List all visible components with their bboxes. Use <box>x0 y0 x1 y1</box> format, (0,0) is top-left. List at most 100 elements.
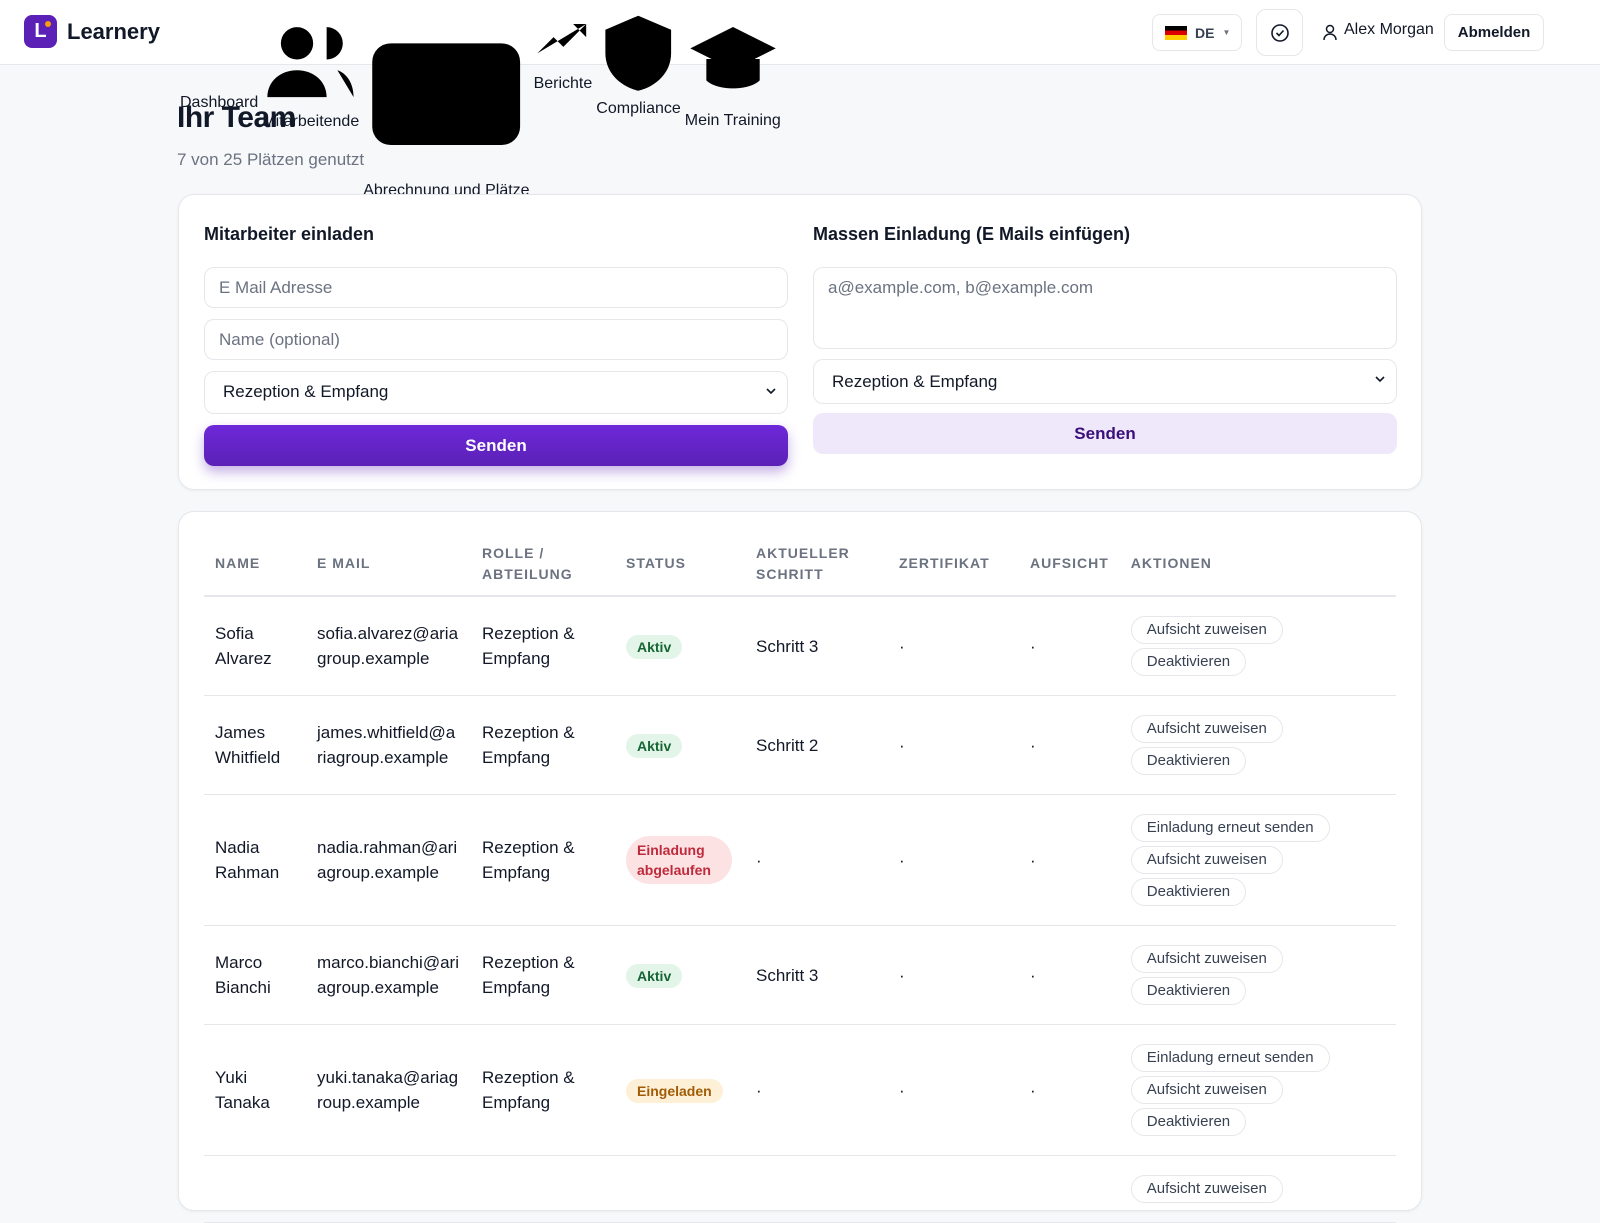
action-button[interactable]: Deaktivieren <box>1130 878 1247 906</box>
cell-role: Rezeption & Empfang <box>471 695 615 795</box>
team-table: NAME E MAIL ROLLE / ABTEILUNG STATUS AKTUELL… <box>204 532 1396 1223</box>
action-button[interactable]: Aufsicht zuweisen <box>1130 1076 1283 1104</box>
action-button[interactable]: Aufsicht zuweisen <box>1130 616 1283 644</box>
nav-item[interactable]: Compliance <box>596 11 681 200</box>
column-header: NAME <box>204 532 306 597</box>
nav-label: Compliance <box>596 100 681 118</box>
action-button[interactable]: Einladung erneut senden <box>1130 1044 1330 1072</box>
column-header: E MAIL <box>306 532 471 597</box>
cell-name: James Whitfield <box>204 695 306 795</box>
table-row: Sofia Alvarez sofia.alvarez@ariagroup.exa… <box>204 596 1396 696</box>
status-badge: Aktiv <box>626 634 683 659</box>
action-button[interactable]: Deaktivieren <box>1130 648 1247 676</box>
department: Rezeption & Empfang <box>832 372 998 391</box>
cell-certificate: · <box>888 596 1019 696</box>
cell-name: Sofia Alvarez <box>204 596 306 696</box>
cell-actions: Aufsicht zuweisen Deaktivieren <box>1119 695 1396 795</box>
email-input[interactable]: E Mail Adresse <box>204 267 788 308</box>
cell-actions: Aufsicht zuweisen <box>1119 1155 1396 1223</box>
nav-label: Mitarbeitende <box>262 112 360 130</box>
column-header: AKTUELLER SCHRITT <box>745 532 888 597</box>
nav-items: Dashboard Mitarbeitende Abrechnung und Plä… <box>180 11 781 200</box>
nav-item[interactable]: Berichte <box>533 11 593 200</box>
bulk-textarea[interactable]: a@example.com, b@example.com <box>813 267 1397 349</box>
language: DE <box>1195 24 1215 41</box>
cell-role: Rezeption & Empfang <box>471 596 615 696</box>
cell-certificate: · <box>888 794 1019 926</box>
cell-email: sofia.alvarez@ariagroup.example <box>306 596 471 696</box>
cell-actions: Aufsicht zuweisen Deaktivieren <box>1119 925 1396 1025</box>
cell-actions: Aufsicht zuweisen Deaktivieren <box>1119 596 1396 696</box>
cell-role: Rezeption & Empfang <box>471 925 615 1025</box>
cell-email <box>306 1155 471 1223</box>
cell-certificate <box>888 1155 1019 1223</box>
cell-email: marco.bianchi@ariagroup.example <box>306 925 471 1025</box>
cell-step: Schritt 3 <box>745 925 888 1025</box>
table-row: Yuki Tanaka yuki.tanaka@ariagroup.example… <box>204 1024 1396 1156</box>
cell-actions: Einladung erneut senden Aufsicht zuweisen… <box>1119 794 1396 926</box>
cell-step: Schritt 3 <box>745 596 888 696</box>
cell-status: Eingeladen <box>615 1024 745 1156</box>
cell-name: Marco Bianchi <box>204 925 306 1025</box>
cell-actions: Einladung erneut senden Aufsicht zuweisen… <box>1119 1024 1396 1156</box>
department: Rezeption & Empfang <box>223 382 389 401</box>
nav-item[interactable]: Dashboard <box>180 11 258 200</box>
cell-status: Aktiv <box>615 925 745 1025</box>
status-badge: Einladung abgelaufen <box>626 836 732 884</box>
column-header: AUFSICHT <box>1019 532 1120 597</box>
nav-label: Mein Training <box>684 112 781 130</box>
cell-supervision <box>1019 1155 1120 1223</box>
page-title: Ihr Team <box>177 101 296 134</box>
cell-supervision: · <box>1019 596 1120 696</box>
name-input[interactable]: Name (optional) <box>204 319 788 360</box>
action-button[interactable]: Aufsicht zuweisen <box>1130 1175 1283 1203</box>
cell-step <box>745 1155 888 1223</box>
bulk-department-select[interactable]: Rezeption & Empfang <box>813 359 1397 404</box>
nav-item[interactable]: Mein Training <box>685 11 781 200</box>
user-name[interactable]: Alex Morgan <box>1344 21 1434 38</box>
nav-label: Dashboard <box>180 94 259 112</box>
bulk-button[interactable]: Senden <box>813 413 1397 454</box>
page: L Learnery Dashboard Mitarbeitende Abrechn… <box>0 9 1600 1223</box>
cell-role <box>471 1155 615 1223</box>
action-button[interactable]: Einladung erneut senden <box>1130 814 1330 842</box>
table-row: Nadia Rahman nadia.rahman@ariagroup.examp… <box>204 794 1396 926</box>
action-button[interactable]: Aufsicht zuweisen <box>1130 945 1283 973</box>
status-badge: Eingeladen <box>626 1078 723 1103</box>
cell-step: Schritt 2 <box>745 695 888 795</box>
nav-item[interactable]: Abrechnung und Plätze <box>363 11 530 200</box>
brand[interactable]: Learnery <box>67 19 160 44</box>
nav-item[interactable]: Mitarbeitende <box>262 11 359 200</box>
cell-status: Aktiv <box>615 695 745 795</box>
cell-certificate: · <box>888 695 1019 795</box>
column-header: ROLLE / ABTEILUNG <box>471 532 615 597</box>
action-button[interactable]: Deaktivieren <box>1130 747 1247 775</box>
cell-status: Aktiv <box>615 596 745 696</box>
user-icon <box>1323 24 1337 41</box>
cell-role: Rezeption & Empfang <box>471 794 615 926</box>
invite-button[interactable]: Senden <box>204 425 788 466</box>
status-button[interactable] <box>1256 9 1303 56</box>
bulk-title: Massen Einladung (E Mails einfügen) <box>813 224 1131 244</box>
action-button[interactable]: Deaktivieren <box>1130 1108 1247 1136</box>
cell-supervision: · <box>1019 695 1120 795</box>
invite-card: Mitarbeiter einladen E Mail Adresse Name… <box>178 194 1422 490</box>
department-select[interactable]: Rezeption & Empfang <box>204 371 788 414</box>
logo[interactable]: L <box>24 15 57 48</box>
action-button[interactable]: Aufsicht zuweisen <box>1130 715 1283 743</box>
action-button[interactable]: Aufsicht zuweisen <box>1130 846 1283 874</box>
nav-label: Berichte <box>533 74 593 92</box>
invite-title: Mitarbeiter einladen <box>204 224 375 244</box>
language-select[interactable]: DE ▼ <box>1152 14 1242 51</box>
cell-step: · <box>745 794 888 926</box>
column-header: STATUS <box>615 532 745 597</box>
table-row: Aufsicht zuweisen <box>204 1155 1396 1223</box>
cell-role: Rezeption & Empfang <box>471 1024 615 1156</box>
table-row: Marco Bianchi marco.bianchi@ariagroup.exa… <box>204 925 1396 1025</box>
cell-email: nadia.rahman@ariagroup.example <box>306 794 471 926</box>
table-row: James Whitfield james.whitfield@ariagroup… <box>204 695 1396 795</box>
cell-name: Nadia Rahman <box>204 794 306 926</box>
action-button[interactable]: Deaktivieren <box>1130 977 1247 1005</box>
column-header: ZERTIFIKAT <box>888 532 1019 597</box>
logout-button[interactable]: Abmelden <box>1444 14 1544 51</box>
